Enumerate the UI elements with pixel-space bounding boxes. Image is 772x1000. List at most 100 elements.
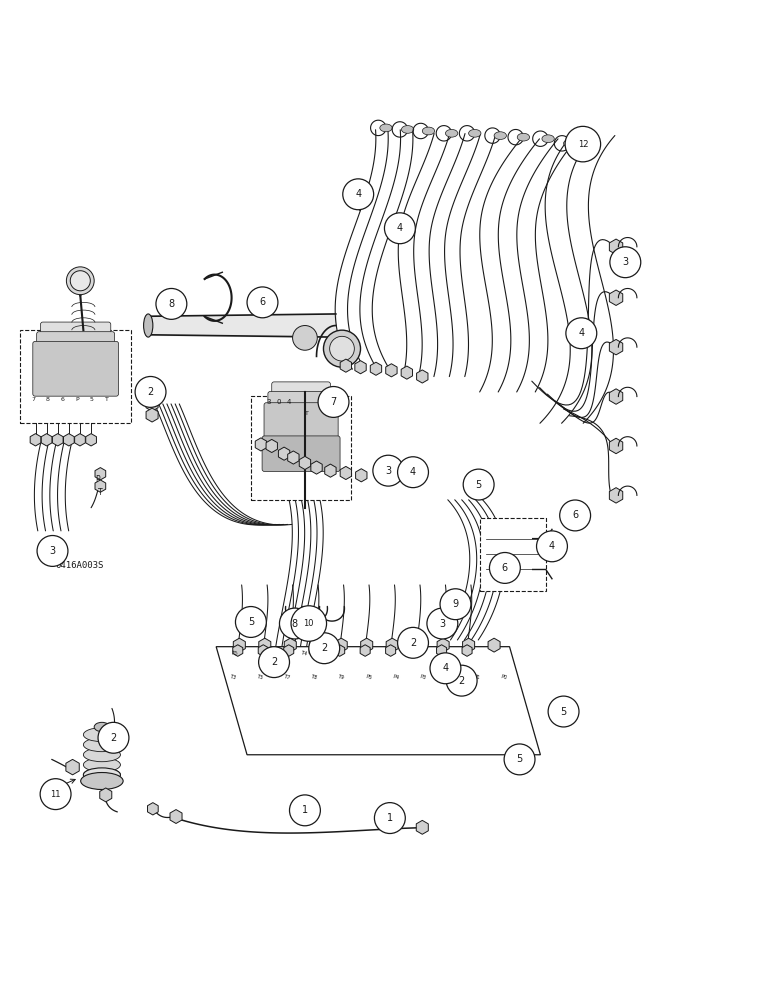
Ellipse shape	[445, 129, 458, 137]
FancyBboxPatch shape	[268, 392, 334, 446]
Circle shape	[290, 795, 320, 826]
Text: 3: 3	[439, 619, 445, 629]
Text: 5: 5	[560, 707, 567, 717]
Text: 3: 3	[266, 398, 271, 404]
Circle shape	[98, 722, 129, 753]
Ellipse shape	[83, 728, 120, 742]
Circle shape	[577, 139, 593, 154]
Text: 4: 4	[549, 541, 555, 551]
Text: 8: 8	[292, 619, 298, 629]
Circle shape	[156, 288, 187, 319]
Text: 7: 7	[330, 397, 337, 407]
FancyBboxPatch shape	[264, 403, 338, 461]
Circle shape	[279, 608, 310, 639]
Text: 0416A003S: 0416A003S	[56, 561, 104, 570]
Ellipse shape	[567, 146, 583, 156]
FancyBboxPatch shape	[480, 518, 546, 591]
Circle shape	[463, 469, 494, 500]
Text: 2: 2	[110, 733, 117, 743]
Text: 3: 3	[622, 257, 628, 267]
Ellipse shape	[469, 129, 481, 137]
Circle shape	[446, 665, 477, 696]
Text: 8: 8	[46, 397, 50, 402]
Ellipse shape	[144, 314, 153, 337]
Ellipse shape	[542, 135, 554, 143]
Ellipse shape	[422, 127, 435, 135]
Circle shape	[440, 589, 471, 620]
Text: T9: T9	[338, 674, 346, 680]
Text: 2: 2	[147, 387, 154, 397]
Circle shape	[537, 531, 567, 562]
Text: 9: 9	[452, 599, 459, 609]
Circle shape	[504, 744, 535, 775]
Circle shape	[427, 608, 458, 639]
Text: P0: P0	[500, 674, 508, 680]
Text: T0: T0	[230, 650, 238, 657]
Text: 12: 12	[577, 140, 588, 149]
Circle shape	[135, 376, 166, 407]
Text: 5: 5	[516, 754, 523, 764]
FancyBboxPatch shape	[272, 382, 330, 433]
Text: 4: 4	[442, 663, 449, 673]
Text: P4: P4	[392, 674, 400, 680]
Circle shape	[66, 267, 94, 295]
Ellipse shape	[94, 722, 110, 732]
Text: 6: 6	[502, 563, 508, 573]
Text: 7: 7	[31, 397, 36, 402]
Circle shape	[293, 326, 317, 350]
Circle shape	[398, 627, 428, 658]
Ellipse shape	[564, 139, 576, 147]
FancyBboxPatch shape	[0, 114, 772, 886]
Circle shape	[398, 457, 428, 488]
Text: P: P	[96, 475, 100, 484]
Circle shape	[259, 647, 290, 678]
Text: T5: T5	[257, 674, 265, 680]
Text: 5: 5	[476, 480, 482, 490]
Circle shape	[235, 607, 266, 637]
Text: 1: 1	[387, 813, 393, 823]
Ellipse shape	[494, 132, 506, 139]
Ellipse shape	[401, 126, 414, 133]
Ellipse shape	[380, 124, 392, 132]
FancyBboxPatch shape	[40, 322, 111, 369]
Text: 5: 5	[248, 617, 254, 627]
Text: T3: T3	[230, 674, 238, 680]
Ellipse shape	[83, 768, 120, 782]
Ellipse shape	[83, 748, 120, 762]
Text: T4: T4	[300, 650, 307, 657]
Text: P2: P2	[446, 674, 454, 680]
Ellipse shape	[81, 773, 123, 790]
Circle shape	[309, 633, 340, 664]
Text: P5: P5	[365, 674, 373, 680]
Circle shape	[565, 126, 601, 162]
Text: 10: 10	[303, 619, 314, 628]
Circle shape	[318, 387, 349, 417]
FancyBboxPatch shape	[32, 341, 118, 396]
Text: 4: 4	[286, 398, 291, 404]
Text: 2: 2	[459, 676, 465, 686]
Ellipse shape	[83, 758, 120, 772]
Circle shape	[70, 271, 90, 291]
Text: 2: 2	[321, 643, 327, 653]
Text: P: P	[76, 397, 79, 402]
Text: 2: 2	[271, 657, 277, 667]
FancyBboxPatch shape	[20, 330, 131, 423]
Text: T: T	[98, 488, 103, 497]
Text: 8: 8	[168, 299, 174, 309]
Circle shape	[430, 653, 461, 684]
Text: 2: 2	[410, 638, 416, 648]
Circle shape	[330, 336, 354, 361]
Text: 5: 5	[90, 397, 94, 402]
Text: 4: 4	[355, 189, 361, 199]
Circle shape	[560, 500, 591, 531]
Text: T7: T7	[284, 674, 292, 680]
Text: T: T	[104, 397, 109, 402]
FancyBboxPatch shape	[251, 396, 351, 500]
Ellipse shape	[83, 768, 120, 782]
Text: 6: 6	[259, 297, 266, 307]
Circle shape	[384, 213, 415, 244]
Ellipse shape	[83, 738, 120, 752]
Circle shape	[291, 606, 327, 641]
Circle shape	[247, 287, 278, 318]
Circle shape	[343, 179, 374, 210]
